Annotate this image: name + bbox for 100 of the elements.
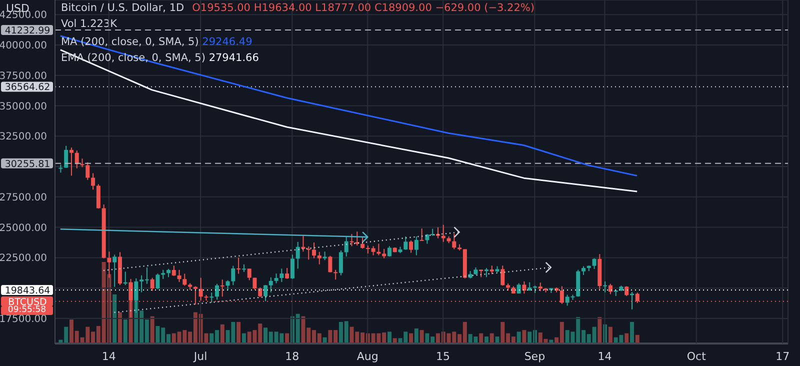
candlestick bbox=[177, 269, 182, 283]
bar bbox=[220, 324, 224, 343]
bar bbox=[495, 336, 500, 343]
candlestick bbox=[484, 268, 488, 278]
chart-title: Vol 1.223K bbox=[61, 18, 117, 30]
candlestick bbox=[404, 236, 408, 250]
bar bbox=[414, 328, 418, 343]
candlestick bbox=[280, 268, 284, 283]
y-tick-label: 42500.00 bbox=[0, 10, 47, 22]
x-tick-label: 18 bbox=[285, 350, 300, 363]
candlestick bbox=[360, 236, 365, 250]
bar bbox=[112, 294, 117, 343]
series-label: MA (200, close, 0, SMA, 5) 29246.49 bbox=[61, 36, 252, 48]
candlestick bbox=[231, 265, 236, 286]
y-tick-label: 17500.00 bbox=[0, 314, 47, 326]
chart-subtitle: O19535.00 H19634.00 L18777.00 C18909.00 −629.00 (−3.22%) bbox=[192, 2, 534, 14]
candlestick bbox=[500, 265, 505, 286]
bar bbox=[387, 332, 392, 343]
candlestick bbox=[522, 280, 526, 294]
candlestick bbox=[296, 241, 300, 270]
ref-line-label: 19843.64 bbox=[4, 285, 50, 296]
x-tick-label: Sep bbox=[524, 350, 546, 363]
bar bbox=[635, 334, 640, 343]
candlestick bbox=[338, 250, 343, 276]
y-tick-label: 40000.00 bbox=[0, 40, 47, 52]
y-tick-label: 32500.00 bbox=[0, 132, 47, 143]
candlestick bbox=[247, 268, 252, 281]
x-tick-label: 14 bbox=[598, 350, 612, 363]
candlestick bbox=[382, 248, 386, 259]
ref-line-label: 36564.62 bbox=[4, 82, 50, 94]
bar bbox=[118, 312, 122, 343]
bar bbox=[123, 320, 128, 343]
bar bbox=[624, 333, 629, 343]
y-tick-label: 25000.00 bbox=[0, 222, 47, 234]
candlestick bbox=[420, 228, 424, 242]
bar bbox=[608, 326, 612, 343]
candlestick bbox=[603, 280, 608, 293]
ref-line-label: 30255.81 bbox=[4, 158, 50, 170]
candlestick bbox=[290, 254, 294, 280]
candlestick bbox=[301, 236, 306, 252]
candlestick bbox=[317, 251, 322, 265]
x-tick-label: 17 bbox=[776, 350, 790, 363]
ref-line-label: 41232.99 bbox=[4, 25, 50, 36]
candlestick bbox=[436, 226, 440, 239]
candlestick bbox=[414, 236, 418, 256]
bar bbox=[490, 333, 494, 343]
candlestick bbox=[334, 269, 338, 280]
candlestick bbox=[198, 277, 203, 302]
bar bbox=[630, 322, 634, 343]
candlestick bbox=[274, 273, 278, 284]
candlestick bbox=[161, 269, 166, 280]
candlestick bbox=[156, 273, 160, 290]
bar bbox=[285, 333, 290, 343]
x-tick-label: 15 bbox=[436, 350, 450, 363]
candlestick bbox=[328, 255, 332, 273]
y-tick-label: 35000.00 bbox=[0, 101, 47, 112]
candlestick bbox=[172, 265, 176, 276]
bar bbox=[242, 333, 246, 343]
candlestick bbox=[258, 286, 262, 298]
y-tick-label: 37500.00 bbox=[0, 70, 47, 82]
candlestick bbox=[344, 236, 348, 257]
bar bbox=[409, 333, 414, 343]
candlestick bbox=[592, 258, 596, 270]
bar bbox=[392, 338, 397, 343]
bar bbox=[522, 330, 526, 343]
candlestick bbox=[268, 276, 273, 293]
y-tick-label: 22500.00 bbox=[0, 253, 47, 264]
candlestick bbox=[69, 147, 74, 176]
x-tick-label: Oct bbox=[686, 350, 707, 363]
bar bbox=[479, 333, 484, 343]
candlestick bbox=[96, 184, 100, 209]
candlestick bbox=[150, 277, 154, 292]
candlestick bbox=[64, 145, 68, 168]
candlestick bbox=[630, 291, 634, 310]
x-tick-label: 14 bbox=[102, 350, 116, 363]
candlestick bbox=[285, 268, 290, 280]
line-series bbox=[60, 49, 638, 192]
candlestick bbox=[387, 246, 392, 257]
candlestick bbox=[91, 172, 96, 190]
line-series bbox=[60, 35, 638, 176]
candlestick bbox=[220, 279, 224, 298]
chart-title: Bitcoin / U.S. Dollar, 1D bbox=[61, 2, 184, 14]
text: 09:55:58 bbox=[1, 305, 53, 316]
candlestick bbox=[210, 292, 214, 304]
x-tick-label: Jul bbox=[192, 350, 208, 363]
bar bbox=[150, 316, 154, 343]
bar bbox=[598, 317, 602, 343]
candlestick bbox=[86, 162, 90, 180]
candlestick bbox=[214, 283, 219, 300]
candlestick bbox=[236, 257, 241, 274]
candlestick bbox=[452, 233, 456, 250]
x-tick-label: Aug bbox=[356, 350, 378, 363]
candlestick bbox=[409, 240, 414, 254]
bar bbox=[236, 322, 241, 343]
candlestick bbox=[112, 254, 117, 288]
y-tick-label: 27500.00 bbox=[0, 192, 47, 204]
bar bbox=[420, 330, 424, 343]
candlestick bbox=[182, 273, 187, 286]
bar bbox=[484, 336, 488, 343]
bar bbox=[516, 332, 521, 343]
